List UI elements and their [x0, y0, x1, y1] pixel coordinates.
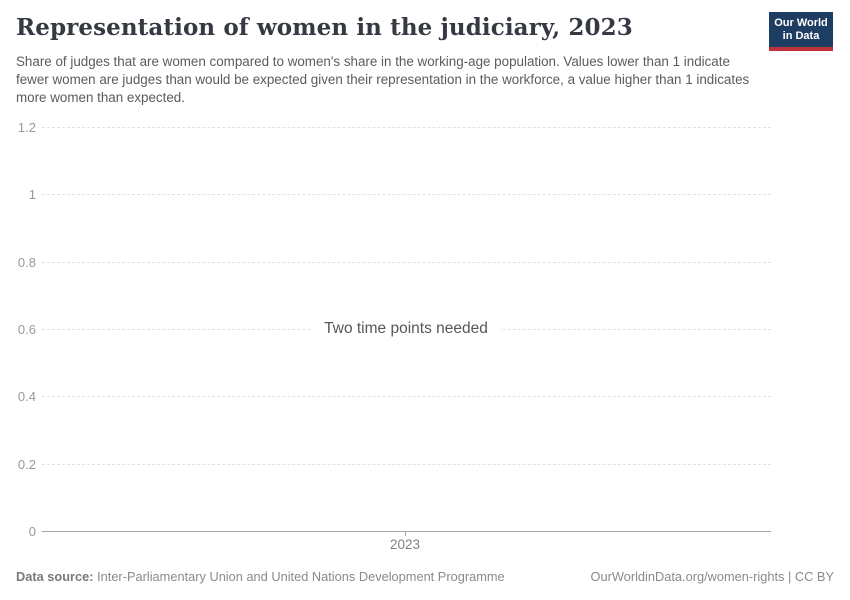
data-source-value: Inter-Parliamentary Union and United Nat… [93, 569, 505, 584]
y-gridline-row-1-2: 1.2 [0, 119, 771, 135]
y-axis-tick-label: 0.4 [17, 388, 36, 404]
owid-logo: Our World in Data [769, 12, 833, 51]
y-gridline-row-0-4: 0.4 [0, 388, 771, 404]
y-gridline [42, 126, 771, 128]
y-axis-tick-label: 0.6 [17, 321, 36, 337]
x-axis-tick-mark [405, 531, 406, 536]
owid-logo-accent-bar [769, 47, 833, 51]
x-axis-baseline [42, 530, 771, 532]
y-axis-tick-label: 1.2 [17, 119, 36, 135]
y-gridline [42, 261, 771, 263]
y-gridline [42, 395, 771, 397]
chart-footer: Data source: Inter-Parliamentary Union a… [16, 569, 834, 584]
chart-subtitle: Share of judges that are women compared … [16, 54, 750, 105]
empty-state-message: Two time points needed [312, 318, 500, 340]
owid-logo-text: Our World in Data [769, 12, 833, 47]
y-gridline-row-0-2: 0.2 [0, 456, 771, 472]
owid-logo-line2: in Data [782, 29, 820, 42]
y-axis-tick-label: 0.2 [17, 456, 36, 472]
x-axis-baseline-row: 0 [0, 523, 771, 539]
owid-logo-line1: Our World [774, 16, 828, 29]
chart-title: Representation of women in the judiciary… [16, 14, 633, 41]
y-gridline-row-0-8: 0.8 [0, 254, 771, 270]
x-axis-tick-label: 2023 [389, 537, 421, 552]
data-source-label: Data source: [16, 569, 94, 584]
data-source-note: Data source: Inter-Parliamentary Union a… [16, 569, 505, 584]
y-gridline [42, 193, 771, 195]
footer-url-license: OurWorldinData.org/women-rights | CC BY [590, 569, 834, 584]
y-gridline-row-1: 1 [0, 186, 771, 202]
y-axis-tick-label: 0 [28, 523, 36, 539]
y-gridline [42, 463, 771, 465]
y-axis-tick-label: 0.8 [17, 254, 36, 270]
y-axis-tick-label: 1 [28, 186, 36, 202]
